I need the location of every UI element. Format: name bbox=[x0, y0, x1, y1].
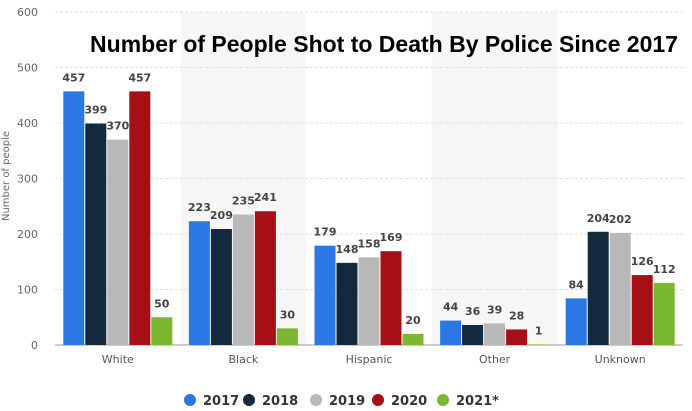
x-category-label: White bbox=[102, 353, 134, 366]
y-axis-title: Number of people bbox=[1, 131, 12, 221]
bar[interactable] bbox=[462, 325, 484, 345]
data-label: 457 bbox=[62, 71, 85, 84]
bar[interactable] bbox=[358, 257, 380, 345]
legend-item[interactable]: 2020 bbox=[372, 394, 427, 409]
data-label: 209 bbox=[210, 209, 233, 222]
y-tick-label: 300 bbox=[17, 173, 38, 186]
bar[interactable] bbox=[565, 298, 587, 345]
legend-item[interactable]: 2021* bbox=[437, 394, 499, 409]
data-label: 204 bbox=[587, 212, 610, 225]
legend-marker bbox=[184, 394, 196, 406]
legend-label: 2021* bbox=[456, 394, 499, 409]
bar[interactable] bbox=[528, 344, 550, 345]
bar[interactable] bbox=[380, 251, 402, 345]
data-label: 223 bbox=[188, 201, 211, 214]
y-tick-label: 500 bbox=[17, 62, 38, 75]
data-label: 30 bbox=[280, 308, 296, 321]
data-label: 235 bbox=[232, 195, 255, 208]
legend-label: 2017 bbox=[203, 394, 239, 409]
bar[interactable] bbox=[653, 282, 675, 345]
data-label: 370 bbox=[106, 120, 129, 133]
bar[interactable] bbox=[210, 229, 232, 345]
bar[interactable] bbox=[85, 123, 107, 346]
y-tick-label: 600 bbox=[17, 6, 38, 19]
x-category-label: Unknown bbox=[595, 353, 646, 366]
data-label: 148 bbox=[336, 243, 359, 256]
legend-item[interactable]: 2019 bbox=[310, 394, 365, 409]
legend-marker bbox=[310, 394, 322, 406]
legend-label: 2018 bbox=[262, 394, 298, 409]
bar[interactable] bbox=[276, 328, 298, 345]
data-label: 50 bbox=[154, 297, 170, 310]
legend: 2017 2018 2019 2020 2021* bbox=[184, 394, 499, 409]
data-label: 44 bbox=[443, 301, 459, 314]
bar[interactable] bbox=[232, 214, 254, 345]
bar[interactable] bbox=[129, 91, 151, 346]
data-label: 20 bbox=[405, 314, 421, 327]
legend-item[interactable]: 2017 bbox=[184, 394, 239, 409]
bar[interactable] bbox=[402, 333, 424, 345]
bar[interactable] bbox=[314, 245, 336, 345]
x-category-label: Hispanic bbox=[346, 353, 393, 366]
y-tick-label: 100 bbox=[17, 284, 38, 297]
data-label: 39 bbox=[487, 303, 502, 316]
chart-title: Number of People Shot to Death By Police… bbox=[90, 31, 678, 57]
data-label: 169 bbox=[380, 231, 403, 244]
data-label: 457 bbox=[128, 71, 151, 84]
y-tick-label: 0 bbox=[31, 339, 38, 352]
bar[interactable] bbox=[188, 221, 210, 345]
data-label: 1 bbox=[535, 324, 543, 337]
legend-marker bbox=[372, 394, 384, 406]
legend-label: 2020 bbox=[391, 394, 427, 409]
data-label: 126 bbox=[631, 255, 654, 268]
bar[interactable] bbox=[506, 329, 528, 345]
bar[interactable] bbox=[107, 139, 129, 345]
data-label: 84 bbox=[569, 278, 585, 291]
bar[interactable] bbox=[631, 275, 653, 345]
data-label: 399 bbox=[84, 104, 107, 117]
legend-marker bbox=[437, 394, 449, 406]
bar[interactable] bbox=[336, 262, 358, 345]
bars bbox=[63, 91, 675, 346]
data-label: 112 bbox=[653, 263, 676, 276]
legend-item[interactable]: 2018 bbox=[243, 394, 298, 409]
data-label: 179 bbox=[314, 226, 337, 239]
data-label: 36 bbox=[465, 305, 481, 318]
legend-label: 2019 bbox=[329, 394, 365, 409]
bar[interactable] bbox=[587, 231, 609, 345]
bar[interactable] bbox=[63, 91, 85, 346]
bar[interactable] bbox=[440, 320, 462, 345]
x-category-label: Other bbox=[479, 353, 511, 366]
bar[interactable] bbox=[151, 317, 173, 345]
x-category-label: Black bbox=[229, 353, 259, 366]
x-axis-categories: White Black Hispanic Other Unknown bbox=[102, 353, 646, 366]
data-label: 202 bbox=[609, 213, 632, 226]
y-axis-ticks: 0 100 200 300 400 500 600 bbox=[17, 6, 38, 352]
y-tick-label: 200 bbox=[17, 228, 38, 241]
data-label: 158 bbox=[358, 237, 381, 250]
legend-marker bbox=[243, 394, 255, 406]
data-label: 241 bbox=[254, 191, 277, 204]
y-tick-label: 400 bbox=[17, 117, 38, 130]
bar[interactable] bbox=[254, 211, 276, 345]
bar[interactable] bbox=[484, 323, 506, 345]
data-label: 28 bbox=[509, 309, 524, 322]
bar[interactable] bbox=[609, 232, 631, 345]
